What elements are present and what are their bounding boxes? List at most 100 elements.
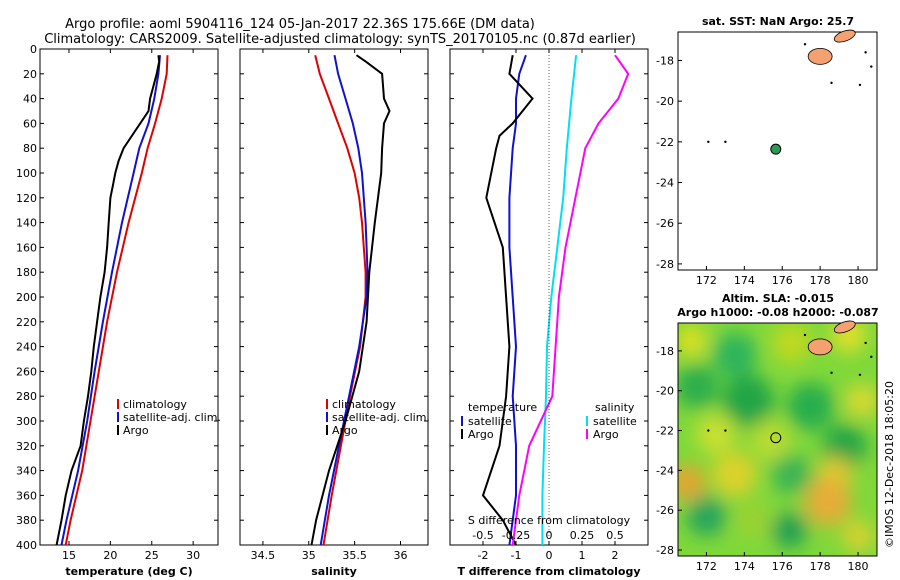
x-tick-label: 34.5 xyxy=(251,549,276,562)
secondary-x-tick-label: -0.5 xyxy=(472,529,493,542)
legend-label: satellite-adj. clim. xyxy=(332,411,430,424)
x-tick-label: 30 xyxy=(186,549,200,562)
x-tick-label: 180 xyxy=(848,560,869,573)
y-tick-label: 180 xyxy=(16,266,37,279)
island-dot xyxy=(858,83,862,87)
legend-label: Argo xyxy=(468,428,494,441)
y-tick-label: -24 xyxy=(656,464,674,477)
y-tick-label: -26 xyxy=(656,504,674,517)
heatmap-blob xyxy=(803,478,852,527)
y-tick-label: -22 xyxy=(656,425,674,438)
legend-label: satellite xyxy=(593,415,637,428)
sla-map-panel: 172 174 176 178 180 -18 -20 -22 -24 -26 -28 Altim. … xyxy=(656,292,879,573)
series-line-s-argo xyxy=(511,54,630,546)
secondary-x-tick-label: 0 xyxy=(546,529,553,542)
secondary-x-tick-label: 0.5 xyxy=(606,529,624,542)
legend-label: Argo xyxy=(593,428,619,441)
x-tick-label: 174 xyxy=(734,274,755,287)
y-tick-label: 100 xyxy=(16,167,37,180)
y-tick-label: 160 xyxy=(16,241,37,254)
legend-label: climatology xyxy=(332,398,396,411)
y-tick-label: -20 xyxy=(656,95,674,108)
series-line-satellite-adj--clim- xyxy=(60,55,161,546)
y-tick-label: 140 xyxy=(16,217,37,230)
argo-location-marker xyxy=(770,432,782,444)
x-tick-label: 36 xyxy=(393,549,407,562)
sla-map-subtitle: Argo h1000: -0.08 h2000: -0.087 xyxy=(677,306,878,319)
heatmap-blob xyxy=(771,512,808,549)
series-line-t-argo xyxy=(481,55,534,546)
series-line-argo xyxy=(310,54,391,546)
island-dot xyxy=(858,373,862,376)
y-tick-label: -26 xyxy=(656,217,674,230)
x-tick-label: 25 xyxy=(145,549,159,562)
heatmap-blob xyxy=(712,332,757,377)
y-tick-label: 120 xyxy=(16,192,37,205)
series-line-climatology xyxy=(64,55,169,546)
x-tick-label: 35.5 xyxy=(342,549,367,562)
y-tick-label: -20 xyxy=(656,385,674,398)
x-tick-label: 2 xyxy=(612,549,619,562)
heatmap-blob xyxy=(735,502,772,539)
heatmap-blob xyxy=(771,454,812,495)
island-dot xyxy=(724,429,727,432)
difference-panel: -2 -1 0 1 2 T difference from climatology temp… xyxy=(449,48,649,578)
island-dot xyxy=(803,43,807,46)
x-tick-label: 35 xyxy=(302,549,316,562)
island-dot xyxy=(864,341,867,345)
x-tick-label: 178 xyxy=(810,274,831,287)
plot-frame xyxy=(39,48,219,546)
y-tick-label: 360 xyxy=(16,489,37,502)
x-tick-label: 0 xyxy=(546,549,553,562)
argo-location-marker xyxy=(770,143,782,155)
y-tick-label: 400 xyxy=(16,539,37,552)
y-tick-label: -28 xyxy=(656,258,674,271)
heatmap-blob xyxy=(722,374,775,427)
legend-title-salinity: salinity xyxy=(595,401,635,414)
y-tick-label: 260 xyxy=(16,365,37,378)
y-tick-label: 240 xyxy=(16,341,37,354)
heatmap-blob xyxy=(678,324,708,357)
island-dot xyxy=(864,51,867,54)
fiji-islands xyxy=(707,320,873,432)
island-dot xyxy=(870,65,873,68)
legend-label: Argo xyxy=(123,424,149,437)
legend-label: satellite-adj. clim. xyxy=(123,411,221,424)
heatmap-blob xyxy=(686,496,727,537)
salinity-panel: 34.5 35 35.5 36 salinity climatologysatellite… xyxy=(239,48,430,578)
figure-title-line2: Climatology: CARS2009. Satellite-adjuste… xyxy=(44,32,636,47)
heatmap-blob xyxy=(842,520,875,553)
y-tick-label: 20 xyxy=(23,68,37,81)
legend-title-temperature: temperature xyxy=(468,401,537,414)
map-frame xyxy=(677,31,878,271)
plot-frame xyxy=(449,48,649,546)
x-tick-label: 15 xyxy=(62,549,76,562)
legend-label: Argo xyxy=(332,424,358,437)
x-tick-label: 180 xyxy=(848,274,869,287)
x-tick-label: 172 xyxy=(696,274,717,287)
imos-watermark: ©IMOS 12-Dec-2018 18:05:20 xyxy=(883,381,896,548)
y-tick-label: -28 xyxy=(656,544,674,557)
legend-label: climatology xyxy=(123,398,187,411)
series-line-s-satellite xyxy=(541,55,578,545)
heatmap-blob xyxy=(845,384,877,417)
x-axis-label: salinity xyxy=(311,565,357,578)
y-tick-label: 80 xyxy=(23,142,37,155)
y-tick-label: 320 xyxy=(16,440,37,453)
y-tick-label: 340 xyxy=(16,465,37,478)
heatmap-blobs xyxy=(678,323,877,553)
figure-title-line1: Argo profile: aoml 5904116_124 05-Jan-20… xyxy=(65,17,535,32)
heatmap-blob xyxy=(678,464,706,501)
map-frame xyxy=(677,322,878,557)
x-tick-label: 20 xyxy=(103,549,117,562)
heatmap-blob xyxy=(678,364,719,409)
island-dot xyxy=(707,429,710,432)
series-line-t-satellite xyxy=(508,54,527,546)
plot-frame xyxy=(239,48,429,546)
island-vanua-levu xyxy=(833,29,856,43)
sla-map-title: Altim. SLA: -0.015 xyxy=(722,292,834,305)
island-viti-levu xyxy=(807,338,833,356)
sst-map-panel: 172 174 176 178 180 -18 -20 -22 -24 -26 -28 sat. SS… xyxy=(656,15,878,287)
secondary-x-tick-label: 0.25 xyxy=(570,529,595,542)
